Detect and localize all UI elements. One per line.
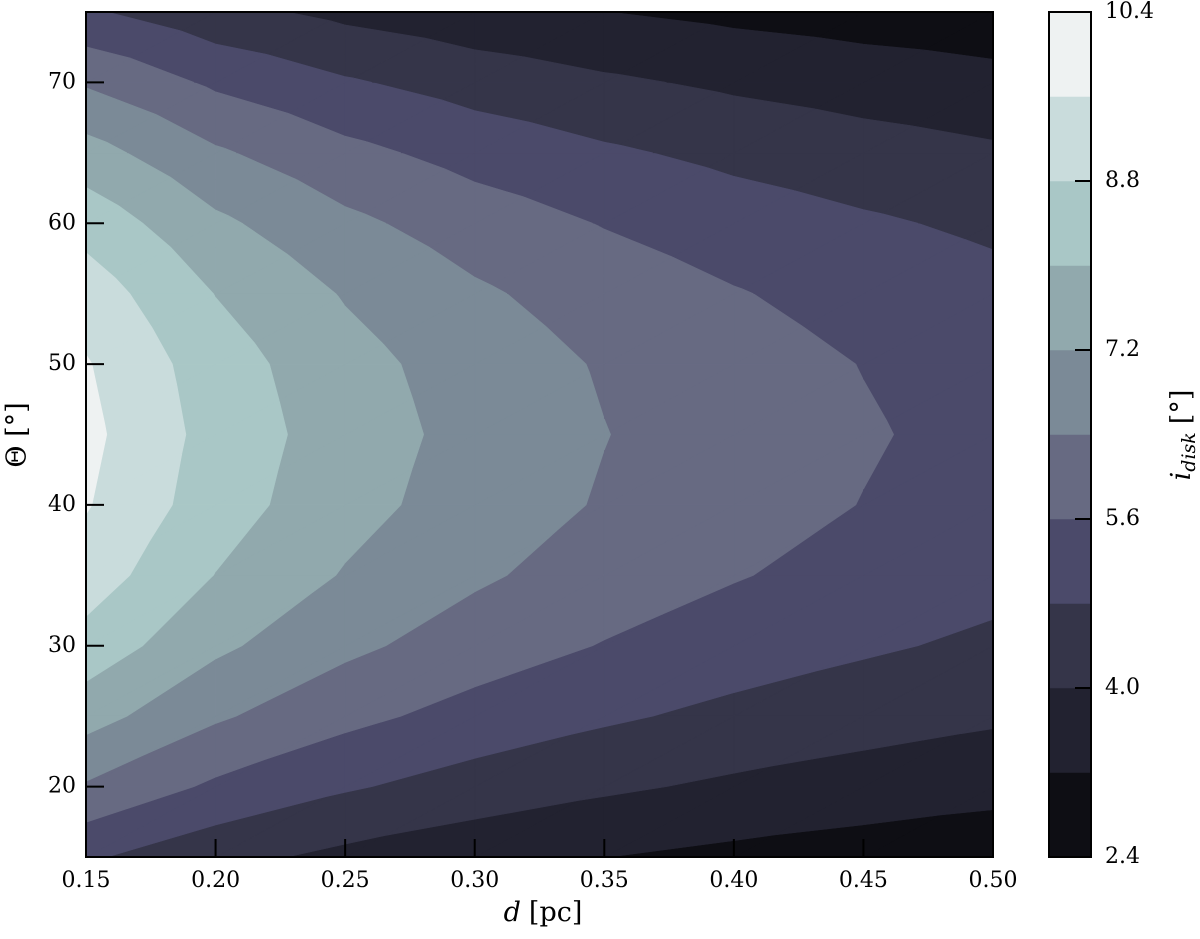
contour-band — [863, 209, 883, 224]
colorbar-band — [1048, 96, 1092, 182]
x-tick-label: 0.50 — [969, 868, 1018, 893]
colorbar-band — [1048, 11, 1092, 97]
y-tick-label: 30 — [48, 633, 76, 658]
contour-band — [215, 209, 230, 224]
contour-band — [474, 110, 532, 154]
contour-band — [344, 305, 384, 365]
contour-band — [474, 276, 492, 295]
contour-band — [474, 181, 525, 224]
contour-area — [85, 11, 994, 858]
contour-band — [733, 95, 816, 154]
x-tick-label: 0.35 — [580, 868, 629, 893]
contour-band — [733, 285, 744, 295]
x-tick-label: 0.45 — [839, 868, 888, 893]
colorbar-band — [1048, 772, 1092, 858]
colorbar-band — [1048, 434, 1092, 520]
colorbar-band — [1048, 349, 1092, 435]
colorbar-band — [1048, 265, 1092, 351]
y-tick-label: 60 — [48, 210, 76, 235]
contour-band — [215, 296, 256, 365]
plot-frame — [85, 11, 994, 858]
colorbar-band — [1048, 518, 1092, 604]
contour-band — [603, 228, 673, 295]
colorbar-frame — [1048, 11, 1092, 858]
colorbar-band — [1048, 180, 1092, 266]
contour-band — [863, 118, 914, 154]
contour-band — [344, 206, 365, 224]
cb-label-symbol: i — [1166, 472, 1197, 481]
y-tick-label: 40 — [48, 492, 76, 517]
y-tick-label: 50 — [48, 351, 76, 376]
x-label-symbol: d — [504, 897, 521, 928]
colorbar-tick-label: 8.8 — [1105, 168, 1140, 193]
contour-band — [474, 49, 524, 83]
y-axis-label: Θ [°] — [2, 402, 33, 467]
x-tick-label: 0.30 — [450, 868, 499, 893]
contour-band — [603, 141, 620, 154]
colorbar-tick-label: 10.4 — [1105, 0, 1154, 24]
contour-band — [863, 43, 925, 83]
x-label-unit: [pc] — [529, 897, 582, 928]
x-tick-label: 0.15 — [62, 868, 111, 893]
colorbar-label: idisk [°] — [1166, 390, 1200, 481]
x-tick-label: 0.40 — [709, 868, 758, 893]
contour-band — [863, 378, 888, 436]
cb-label-unit: [°] — [1166, 390, 1197, 425]
contour-band — [733, 28, 818, 83]
x-axis-label: d [pc] — [504, 897, 583, 928]
contour-band — [344, 135, 367, 154]
x-tick-label: 0.25 — [321, 868, 370, 893]
colorbar-tick-label: 4.0 — [1105, 675, 1140, 700]
contour-band — [733, 175, 795, 224]
cb-label-subscript: disk — [1178, 432, 1200, 472]
colorbar-tick-label: 2.4 — [1105, 844, 1140, 869]
contour-band — [603, 72, 621, 83]
colorbar-tick-label: 7.2 — [1105, 337, 1140, 362]
colorbar-band — [1048, 603, 1092, 689]
contour-band — [603, 418, 610, 436]
colorbar-band — [1048, 687, 1092, 773]
y-tick-label: 20 — [48, 774, 76, 799]
contour-band — [215, 43, 268, 83]
colorbar-tick-label: 5.6 — [1105, 506, 1140, 531]
x-tick-label: 0.20 — [191, 868, 240, 893]
y-tick-label: 70 — [48, 69, 76, 94]
contour-band — [344, 76, 355, 83]
contour-band — [215, 145, 226, 154]
